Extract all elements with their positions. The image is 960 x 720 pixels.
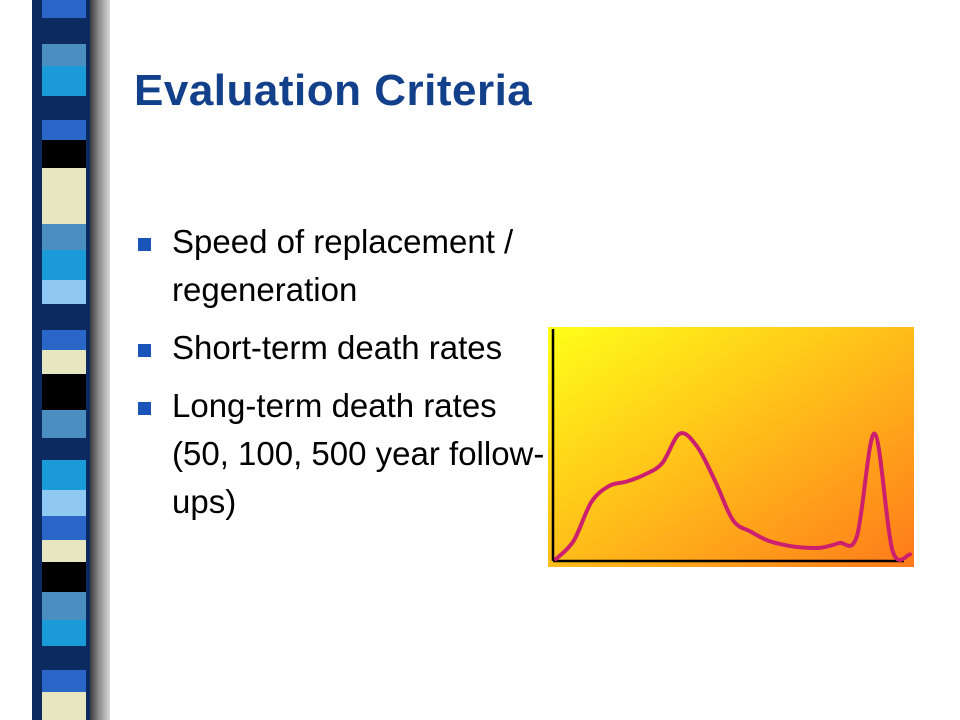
bullet-item-3: Long-term death rates (50, 100, 500 year… [132, 382, 552, 526]
stripe-segment [42, 18, 86, 44]
stripe-segment [42, 0, 86, 18]
series-line [554, 431, 912, 562]
stripe-segment [42, 304, 86, 330]
stripe-segment [42, 646, 86, 670]
decorative-stripe-column [0, 0, 110, 720]
chart-background [548, 327, 914, 567]
bullet-list: Speed of replacement / regeneration Shor… [132, 218, 552, 536]
stripe-segment [42, 460, 86, 490]
stripe-segment [42, 96, 86, 120]
stripe-segment [42, 620, 86, 646]
bullet-item-2: Short-term death rates [132, 324, 552, 372]
stripe-segment [42, 140, 86, 168]
stripe-segment [42, 202, 86, 224]
stripe-shadow [90, 0, 110, 720]
mortality-curve-chart [548, 327, 914, 567]
stripe-segment [42, 670, 86, 692]
stripe-segment [42, 44, 86, 66]
stripe-segment [42, 330, 86, 350]
stripe-segment [42, 592, 86, 620]
stripe-segment [42, 410, 86, 438]
square-bullet-icon [138, 402, 151, 415]
bullet-text-3: Long-term death rates (50, 100, 500 year… [172, 387, 545, 520]
stripe-segment [42, 350, 86, 374]
stripe-segment [42, 168, 86, 202]
stripe-segment [42, 692, 86, 720]
square-bullet-icon [138, 238, 151, 251]
stripe-segment [42, 490, 86, 516]
bullet-text-2: Short-term death rates [172, 329, 503, 366]
bullet-text-1: Speed of replacement / regeneration [172, 223, 514, 308]
stripe-segment [42, 120, 86, 140]
stripe-segment [42, 540, 86, 562]
stripe-segment [42, 224, 86, 250]
stripe-segment [42, 562, 86, 592]
stripe-segment [42, 250, 86, 280]
stripe-segment [42, 66, 86, 96]
square-bullet-icon [138, 344, 151, 357]
stripe-segment [42, 374, 86, 410]
stripe-segment [42, 516, 86, 540]
stripe-segment [42, 280, 86, 304]
slide-title: Evaluation Criteria [134, 66, 533, 115]
stripe-segment [42, 438, 86, 460]
bullet-item-1: Speed of replacement / regeneration [132, 218, 552, 314]
